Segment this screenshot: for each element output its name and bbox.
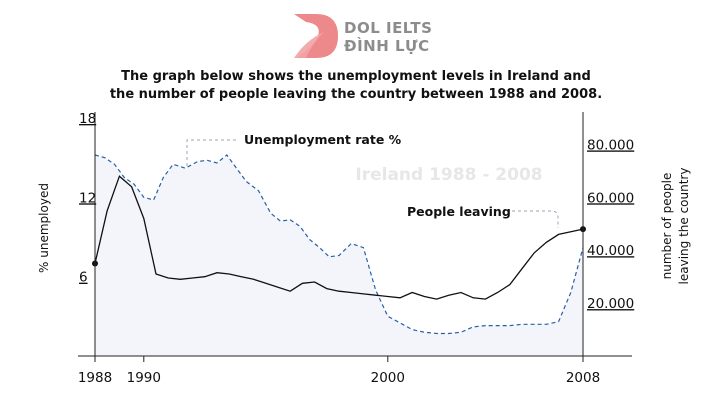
y-right-tick-label: 80.000 <box>587 137 634 153</box>
unemployment-annotation-label: Unemployment rate % <box>244 132 402 147</box>
y-axis-right-title-line1: number of people <box>660 173 674 280</box>
chart-title-line1: The graph below shows the unemployment l… <box>121 69 591 84</box>
annotations-layer: Unemployment rate % People leaving <box>186 132 559 228</box>
brand-name-line1: DOL IELTS <box>344 19 432 37</box>
y-right-tick-label: 60.000 <box>587 190 634 206</box>
brand-name-line2: ĐÌNH LỰC <box>344 36 430 55</box>
y-axis-right-title-line2: leaving the country <box>677 168 691 285</box>
y-left-tick-label: 12 <box>79 190 96 206</box>
axes-layer <box>78 112 632 362</box>
x-tick-label: 1988 <box>78 370 112 386</box>
x-tick-label: 2000 <box>371 370 405 386</box>
people-leaving-annotation-label: People leaving <box>407 204 511 219</box>
y-left-tick-label: 18 <box>79 111 96 127</box>
tick-labels-layer: 6 12 18 20.000 40.000 60.000 80.000 1988 1990 200… <box>78 111 634 386</box>
y-axis-left-title: % unemployed <box>37 183 51 273</box>
y-right-tick-label: 20.000 <box>587 296 634 312</box>
y-left-tick-label: 6 <box>79 270 88 286</box>
x-tick-label: 1990 <box>127 370 161 386</box>
people-leaving-series-line <box>94 175 584 300</box>
brand-logo: DOL IELTS ĐÌNH LỰC <box>294 14 432 58</box>
people-leaving-annotation-leader <box>512 210 559 228</box>
logo-swoosh-icon <box>294 32 324 58</box>
unemployment-series-line <box>94 154 584 335</box>
chart-watermark: Ireland 1988 - 2008 <box>355 165 542 185</box>
x-tick-label: 2008 <box>566 370 600 386</box>
logo-mark-icon <box>294 14 338 58</box>
y-right-tick-label: 40.000 <box>587 243 634 259</box>
chart-title-line2: the number of people leaving the country… <box>110 87 602 102</box>
unemployment-annotation-leader <box>186 139 237 166</box>
